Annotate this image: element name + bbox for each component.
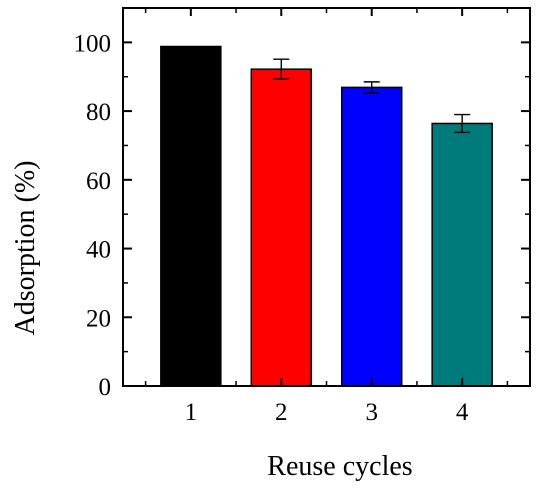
bar-4: [431, 122, 493, 387]
x-tick-label-4: 4: [456, 399, 469, 426]
ticks-layer: 0 20 40 60 80 100 1 2 3 4: [74, 8, 530, 426]
bars-layer: [160, 45, 493, 387]
x-tick-label-1: 1: [185, 399, 198, 426]
y-tick-label-0: 0: [99, 374, 112, 401]
y-tick-label-20: 20: [86, 305, 111, 332]
x-axis-title: Reuse cycles: [267, 451, 412, 482]
y-tick-label-60: 60: [86, 168, 111, 195]
x-tick-label-2: 2: [275, 399, 288, 426]
y-axis-title: Adsorption (%): [10, 161, 41, 336]
error-bars-layer: [273, 58, 471, 134]
y-tick-label-80: 80: [86, 99, 111, 126]
bar-1: [160, 45, 222, 387]
y-tick-label-100: 100: [74, 30, 112, 57]
x-tick-label-3: 3: [365, 399, 378, 426]
bar-3: [340, 86, 403, 387]
y-tick-label-40: 40: [86, 237, 111, 264]
bar-2: [250, 68, 313, 387]
